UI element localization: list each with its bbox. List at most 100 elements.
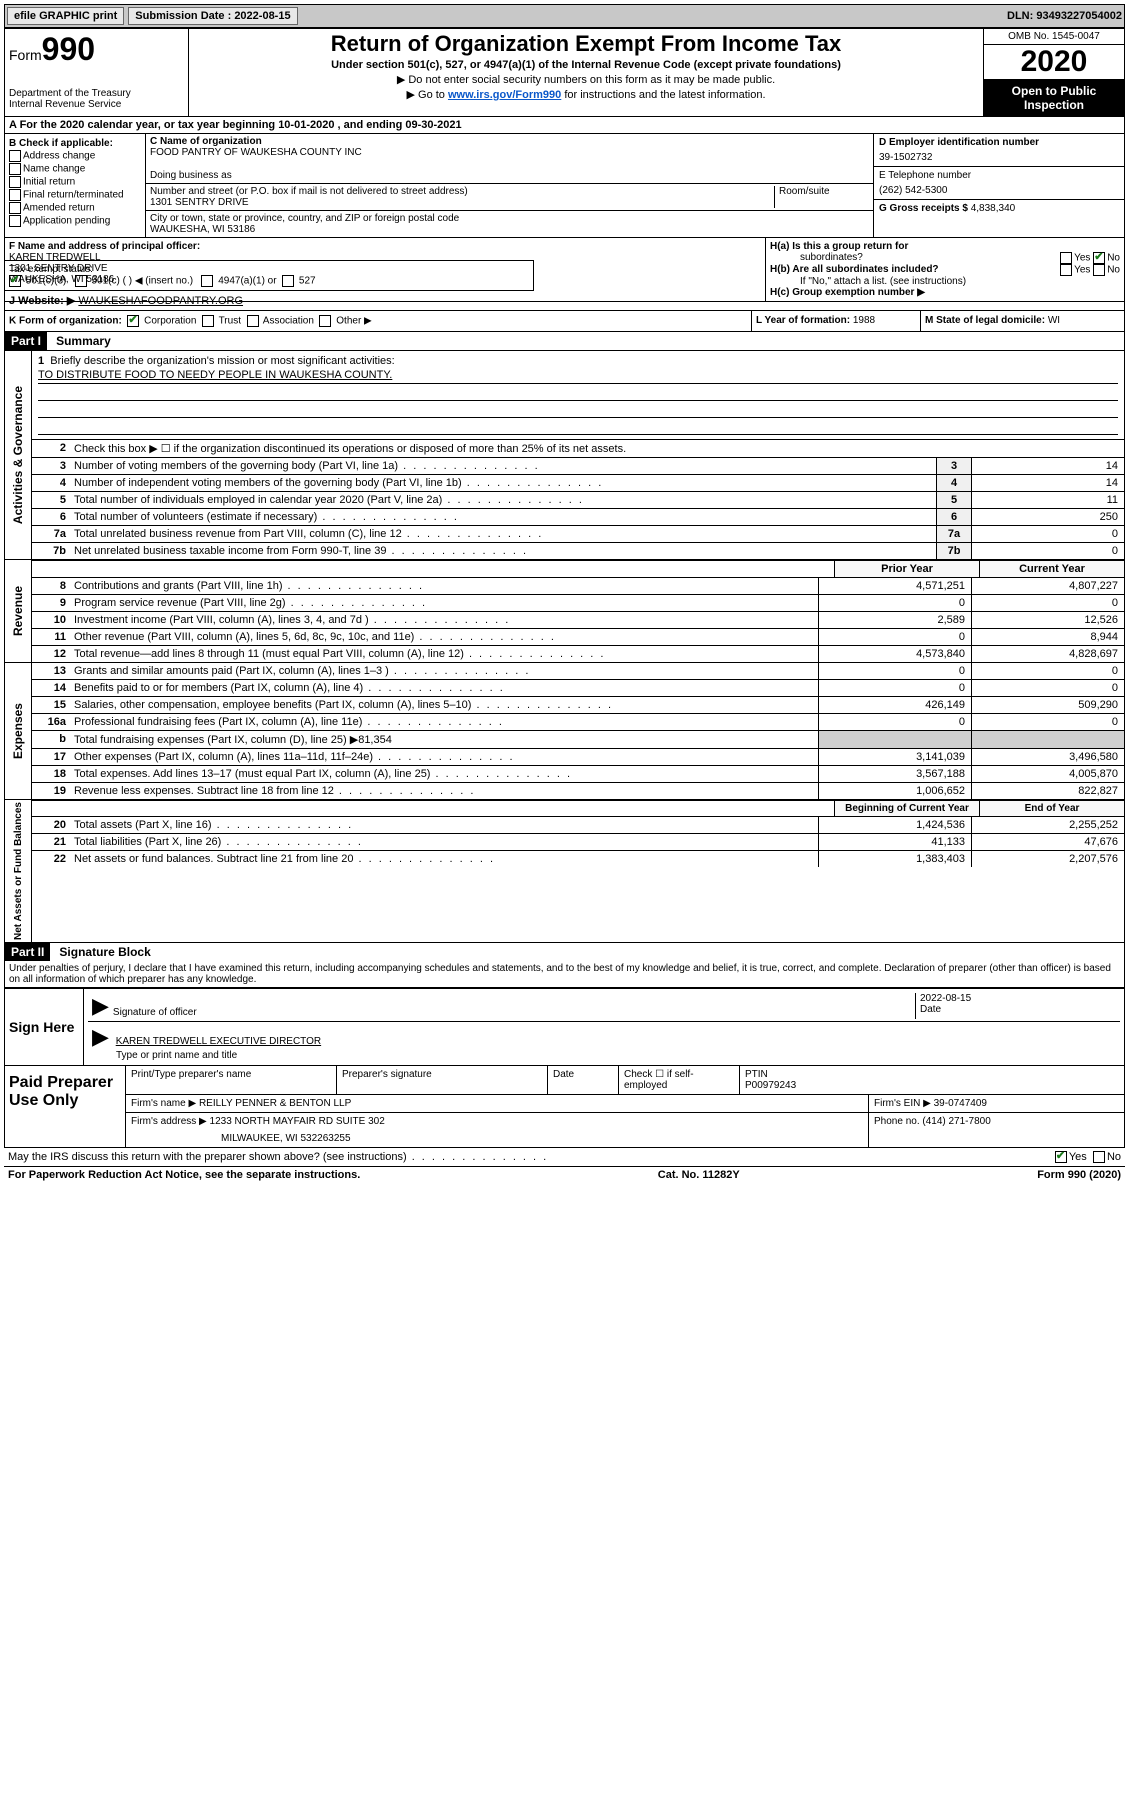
ha-no-checkbox[interactable] [1093, 252, 1105, 264]
table-row: 17Other expenses (Part IX, column (A), l… [32, 748, 1124, 765]
initial-return-checkbox[interactable] [9, 176, 21, 188]
form-note-link: ▶ Go to www.irs.gov/Form990 for instruct… [195, 88, 977, 101]
net-label: Net Assets or Fund Balances [11, 800, 26, 942]
hb-yes-checkbox[interactable] [1060, 264, 1072, 276]
form-990-container: Form990 Department of the Treasury Inter… [4, 28, 1125, 989]
hb-no-checkbox[interactable] [1093, 264, 1105, 276]
line3-val: 14 [971, 458, 1124, 474]
ein: 39-1502732 [879, 152, 1119, 163]
city-state-zip: WAUKESHA, WI 53186 [150, 224, 869, 235]
rev-label: Revenue [9, 584, 27, 638]
501c3-checkbox[interactable] [9, 275, 21, 287]
dln-label: DLN: 93493227054002 [1007, 10, 1122, 22]
firm-name: REILLY PENNER & BENTON LLP [199, 1098, 351, 1109]
table-row: 8Contributions and grants (Part VIII, li… [32, 577, 1124, 594]
form-title: Return of Organization Exempt From Incom… [195, 31, 977, 57]
ha-yes-checkbox[interactable] [1060, 252, 1072, 264]
table-row: 11Other revenue (Part VIII, column (A), … [32, 628, 1124, 645]
amended-return-checkbox[interactable] [9, 202, 21, 214]
topbar: efile GRAPHIC print Submission Date : 20… [4, 4, 1125, 28]
officer-name: KAREN TREDWELL EXECUTIVE DIRECTOR [116, 1036, 321, 1047]
table-row: 10Investment income (Part VIII, column (… [32, 611, 1124, 628]
col-c-org-info: C Name of organization FOOD PANTRY OF WA… [146, 134, 873, 237]
form-header: Form990 Department of the Treasury Inter… [5, 29, 1124, 117]
app-pending-checkbox[interactable] [9, 215, 21, 227]
table-row: 18Total expenses. Add lines 13–17 (must … [32, 765, 1124, 782]
firm-address: 1233 NORTH MAYFAIR RD SUITE 302 [210, 1116, 385, 1127]
website-value: WAUKESHAFOODPANTRY.ORG [78, 295, 243, 307]
discuss-no-checkbox[interactable] [1093, 1151, 1105, 1163]
table-row: 22Net assets or fund balances. Subtract … [32, 850, 1124, 867]
omb-number: OMB No. 1545-0047 [984, 29, 1124, 45]
table-row: 12Total revenue—add lines 8 through 11 (… [32, 645, 1124, 662]
mission-text: TO DISTRIBUTE FOOD TO NEEDY PEOPLE IN WA… [38, 369, 1118, 384]
line4-val: 14 [971, 475, 1124, 491]
col-b-checkboxes: B Check if applicable: Address change Na… [5, 134, 146, 237]
row-a-tax-year: A For the 2020 calendar year, or tax yea… [5, 117, 1124, 134]
exp-label: Expenses [9, 701, 27, 761]
part1-title: Summary [50, 332, 117, 350]
part2-header: Part II [5, 943, 50, 961]
table-row: 9Program service revenue (Part VIII, lin… [32, 594, 1124, 611]
ptin: P00979243 [745, 1080, 796, 1091]
address-change-checkbox[interactable] [9, 150, 21, 162]
dba-label: Doing business as [150, 170, 869, 181]
4947-checkbox[interactable] [201, 275, 213, 287]
paid-preparer-block: Paid Preparer Use Only Print/Type prepar… [4, 1066, 1125, 1148]
trust-checkbox[interactable] [202, 315, 214, 327]
table-row: 21Total liabilities (Part X, line 26)41,… [32, 833, 1124, 850]
corp-checkbox[interactable] [127, 315, 139, 327]
sig-arrow-icon-2: ▶ [88, 1024, 113, 1050]
sig-arrow-icon: ▶ [88, 993, 113, 1019]
form-note-ssn: ▶ Do not enter social security numbers o… [195, 73, 977, 86]
h-group-return: H(a) Is this a group return for subordin… [765, 238, 1124, 301]
sign-date: 2022-08-15 [920, 993, 1120, 1004]
col-d-ein-phone: D Employer identification number 39-1502… [873, 134, 1124, 237]
part2-title: Signature Block [53, 943, 156, 961]
dept-label: Department of the Treasury [9, 88, 184, 99]
footer: For Paperwork Reduction Act Notice, see … [4, 1167, 1125, 1183]
table-row: 20Total assets (Part X, line 16)1,424,53… [32, 816, 1124, 833]
firm-phone: (414) 271-7800 [922, 1116, 990, 1127]
firm-ein: 39-0747409 [934, 1098, 987, 1109]
other-checkbox[interactable] [319, 315, 331, 327]
form-number: Form990 [9, 31, 184, 68]
tax-exempt-status: Tax-exempt status: 501(c)(3) 501(c) ( ) … [5, 260, 534, 291]
discuss-yes-checkbox[interactable] [1055, 1151, 1067, 1163]
table-row: 13Grants and similar amounts paid (Part … [32, 663, 1124, 679]
form990-link[interactable]: www.irs.gov/Form990 [448, 89, 561, 101]
org-name: FOOD PANTRY OF WAUKESHA COUNTY INC [150, 147, 869, 158]
line7b-val: 0 [971, 543, 1124, 559]
telephone: (262) 542-5300 [879, 185, 1119, 196]
table-row: 15Salaries, other compensation, employee… [32, 696, 1124, 713]
table-row: bTotal fundraising expenses (Part IX, co… [32, 730, 1124, 748]
assoc-checkbox[interactable] [247, 315, 259, 327]
submission-date-label: Submission Date : 2022-08-15 [128, 7, 297, 25]
year-of-formation: 1988 [853, 315, 875, 326]
irs-label: Internal Revenue Service [9, 99, 184, 110]
501c-checkbox[interactable] [75, 275, 87, 287]
line5-val: 11 [971, 492, 1124, 508]
form-subtitle: Under section 501(c), 527, or 4947(a)(1)… [195, 59, 977, 71]
sign-here-block: Sign Here ▶ Signature of officer 2022-08… [4, 989, 1125, 1066]
final-return-checkbox[interactable] [9, 189, 21, 201]
table-row: 19Revenue less expenses. Subtract line 1… [32, 782, 1124, 799]
table-row: 16aProfessional fundraising fees (Part I… [32, 713, 1124, 730]
tax-year: 2020 [984, 45, 1124, 80]
k-line: K Form of organization: Corporation Trus… [5, 311, 1124, 332]
name-change-checkbox[interactable] [9, 163, 21, 175]
table-row: 14Benefits paid to or for members (Part … [32, 679, 1124, 696]
line6-val: 250 [971, 509, 1124, 525]
penalty-text: Under penalties of perjury, I declare th… [5, 961, 1124, 988]
part1-header: Part I [5, 332, 47, 350]
room-suite-label: Room/suite [774, 186, 869, 208]
527-checkbox[interactable] [282, 275, 294, 287]
efile-print-button[interactable]: efile GRAPHIC print [7, 7, 124, 25]
discuss-with-preparer: May the IRS discuss this return with the… [4, 1148, 1125, 1167]
open-public-badge: Open to Public Inspection [984, 80, 1124, 116]
street-address: 1301 SENTRY DRIVE [150, 197, 774, 208]
line7a-val: 0 [971, 526, 1124, 542]
gross-receipts: 4,838,340 [971, 203, 1016, 214]
gov-label: Activities & Governance [9, 384, 27, 526]
state-domicile: WI [1048, 315, 1060, 326]
